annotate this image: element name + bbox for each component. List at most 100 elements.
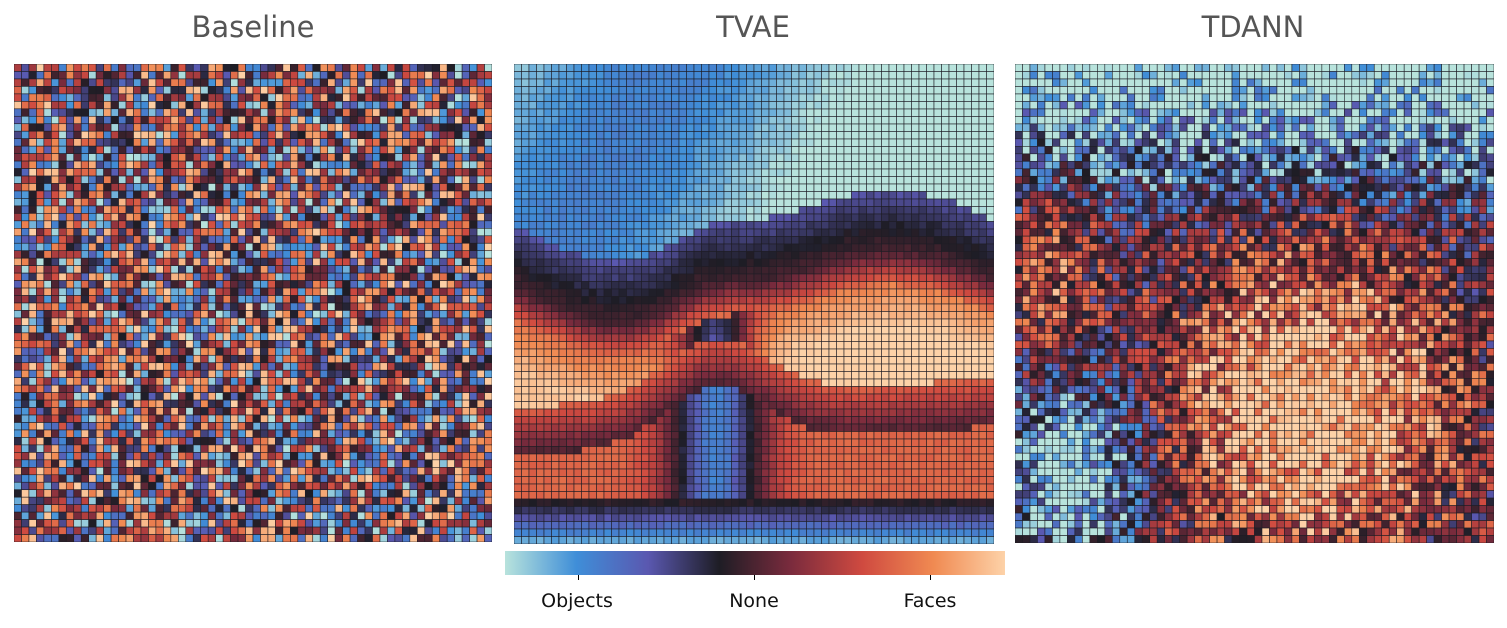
heatmap-cell (290, 437, 299, 446)
heatmap-cell (125, 265, 134, 274)
heatmap-cell (431, 504, 441, 513)
heatmap-cell (484, 64, 492, 72)
heatmap-cell (543, 78, 552, 87)
heatmap-cell (948, 108, 957, 117)
heatmap-cell (73, 108, 82, 117)
heatmap-cell (215, 160, 224, 169)
heatmap-cell (192, 414, 202, 423)
heatmap-cell (843, 153, 852, 162)
heatmap-cell (918, 86, 927, 95)
heatmap-cell (409, 138, 418, 147)
heatmap-cell (267, 526, 276, 535)
heatmap-cell (387, 340, 396, 349)
heatmap-cell (252, 295, 261, 304)
heatmap-cell (454, 317, 463, 326)
heatmap-cell (551, 86, 560, 95)
heatmap-cell (813, 161, 822, 170)
heatmap-cell (185, 228, 194, 237)
heatmap-cell (484, 467, 492, 476)
heatmap-cell (125, 145, 134, 154)
heatmap-cell (170, 414, 179, 423)
heatmap-cell (200, 399, 209, 408)
heatmap-cell (701, 93, 710, 102)
heatmap-cell (948, 116, 957, 125)
heatmap-cell (402, 317, 411, 326)
heatmap-cell (402, 489, 411, 498)
heatmap-cell (14, 280, 22, 289)
heatmap-cell (304, 205, 314, 214)
heatmap-cell (185, 64, 194, 72)
heatmap-cell (476, 481, 485, 491)
heatmap-cell (200, 496, 209, 505)
heatmap-cell (14, 362, 22, 371)
heatmap-cell (417, 414, 426, 423)
heatmap-cell (558, 71, 567, 80)
heatmap-cell (252, 414, 261, 423)
heatmap-cell (304, 145, 314, 154)
heatmap-cell (603, 123, 612, 132)
heatmap-cell (118, 534, 127, 542)
heatmap-cell (170, 459, 179, 468)
heatmap-cell (207, 347, 216, 356)
heatmap-cell (476, 228, 485, 237)
heatmap-cell (417, 384, 426, 393)
heatmap-cell (372, 93, 381, 102)
heatmap-cell (342, 235, 351, 244)
heatmap-cell (21, 511, 30, 520)
heatmap-cell (454, 108, 463, 117)
heatmap-cell (252, 504, 261, 513)
heatmap-cell (379, 295, 388, 304)
heatmap-cell (118, 474, 127, 483)
heatmap-cell (948, 78, 957, 87)
heatmap-cell (125, 138, 134, 147)
heatmap-cell (290, 78, 299, 87)
heatmap-cell (417, 369, 426, 378)
heatmap-cell (51, 489, 60, 498)
heatmap-cell (275, 123, 284, 132)
heatmap-cell (409, 175, 418, 184)
heatmap-cell (379, 511, 388, 520)
heatmap-cell (73, 280, 82, 289)
heatmap-cell (245, 452, 254, 461)
heatmap-cell (776, 108, 785, 117)
heatmap-cell (133, 444, 142, 453)
heatmap-cell (207, 317, 216, 326)
heatmap-cell (140, 467, 149, 476)
heatmap-cell (761, 116, 770, 125)
heatmap-cell (304, 496, 314, 505)
heatmap-cell (155, 265, 164, 274)
heatmap-cell (319, 123, 328, 132)
heatmap-cell (36, 115, 45, 125)
heatmap-cell (267, 325, 276, 334)
heatmap-cell (357, 64, 366, 72)
heatmap-cell (357, 101, 366, 110)
heatmap-cell (148, 310, 157, 319)
heatmap-cell (200, 168, 209, 177)
heatmap-cell (843, 78, 852, 87)
heatmap-cell (103, 130, 112, 139)
heatmap-cell (379, 250, 388, 259)
heatmap-cell (155, 235, 164, 244)
heatmap-cell (58, 325, 67, 334)
heatmap-cell (163, 474, 172, 483)
heatmap-cell (971, 101, 980, 110)
heatmap-cell (148, 534, 157, 542)
heatmap-cell (379, 64, 388, 72)
heatmap-cell (43, 235, 52, 244)
heatmap-cell (51, 362, 60, 371)
heatmap-cell (118, 153, 127, 162)
heatmap-cell (110, 145, 119, 154)
heatmap-cell (200, 452, 209, 461)
heatmap-cell (461, 422, 470, 431)
heatmap-cell (207, 242, 216, 252)
heatmap-cell (125, 242, 134, 252)
heatmap-cell (304, 384, 314, 393)
heatmap-cell (312, 228, 321, 237)
heatmap-cell (319, 183, 328, 192)
heatmap-cell (379, 384, 388, 393)
heatmap-cell (230, 317, 239, 326)
heatmap-cell (484, 392, 492, 401)
heatmap-cell (603, 146, 612, 155)
heatmap-cell (80, 310, 89, 319)
heatmap-cell (334, 444, 343, 453)
